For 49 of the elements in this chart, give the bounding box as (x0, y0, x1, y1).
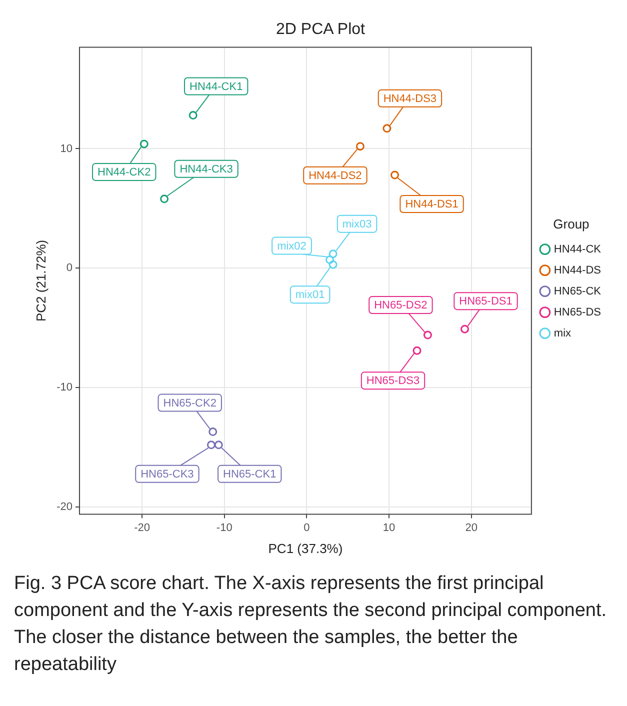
point (206, 440, 216, 450)
legend-label: HN65-CK (554, 285, 602, 298)
legend-label: HN65-DS (554, 306, 602, 318)
point (160, 194, 169, 204)
annotation: HN44-DS3 (383, 92, 437, 105)
annotation: HN65-DS2 (374, 300, 428, 312)
legend-title: Group (553, 216, 590, 232)
legend-label: HN44-CK (554, 243, 602, 256)
point (208, 428, 218, 436)
point (328, 260, 338, 269)
point (460, 324, 470, 334)
caption: Fig. 3 PCA score chart. The X-axis represents the first principal component and the Y-axis represents the second principal component. The closer the distance between the samples, the better the repeatability (14, 572, 608, 677)
point (188, 111, 198, 120)
point (423, 330, 432, 340)
point (356, 142, 364, 151)
y-axis-title: PC2 (21.72%) (33, 240, 48, 322)
y-tick-label: -20 (56, 501, 72, 514)
point (382, 124, 392, 133)
point (214, 440, 223, 450)
annotation: HN65-DS3 (366, 375, 420, 388)
x-tick-label: 10 (382, 522, 396, 534)
y-tick-label: 10 (60, 142, 72, 155)
x-tick-label: -10 (216, 522, 232, 534)
point (328, 250, 338, 258)
annotation: mix02 (277, 240, 306, 252)
annotation: HN44-CK1 (190, 80, 243, 93)
annotation: mix03 (342, 218, 372, 230)
annotation: HN65-CK2 (163, 397, 216, 410)
point (390, 170, 400, 180)
point (326, 256, 334, 264)
x-tick-label: 0 (304, 522, 310, 534)
legend-label: mix (554, 327, 572, 340)
annotation: HN65-CK3 (140, 468, 194, 480)
annotation: HN65-DS1 (459, 296, 512, 308)
y-tick-label: -10 (56, 382, 72, 394)
legend-label: HN44-DS (554, 264, 602, 276)
x-axis-title: PC1 (37.3%) (268, 540, 343, 556)
annotation: HN44-CK3 (180, 163, 233, 176)
annotation: mix01 (295, 289, 325, 302)
point (140, 140, 148, 148)
x-tick-label: -20 (134, 522, 150, 534)
x-tick-label: 20 (465, 522, 478, 534)
y-tick-label: 0 (66, 262, 72, 274)
chart-title: 2D PCA Plot (276, 21, 366, 38)
annotation: HN44-DS1 (405, 198, 458, 211)
annotation: HN65-CK1 (223, 468, 276, 480)
annotation: HN44-CK2 (98, 166, 151, 178)
point (412, 346, 422, 355)
annotation: HN44-DS2 (308, 170, 362, 182)
